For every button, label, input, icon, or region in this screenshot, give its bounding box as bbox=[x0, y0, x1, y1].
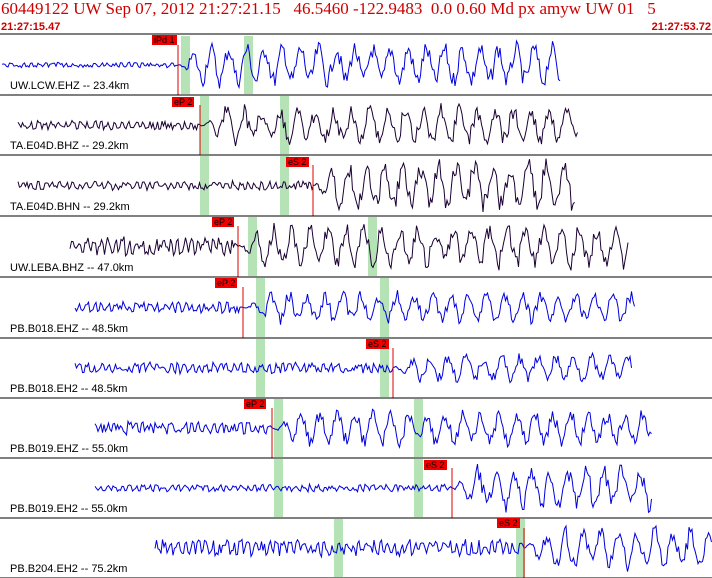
trace-1[interactable] bbox=[0, 36, 712, 96]
station-label: PB.B018.EHZ -- 48.5km bbox=[10, 323, 128, 335]
trace-4[interactable] bbox=[0, 217, 712, 278]
analysis-window-band bbox=[181, 36, 190, 94]
analysis-window-band bbox=[274, 399, 283, 457]
waveform bbox=[1, 39, 561, 90]
pick-label[interactable]: eS 2 bbox=[497, 518, 520, 528]
pick-label[interactable]: eS 2 bbox=[424, 460, 447, 470]
waveform bbox=[94, 464, 652, 514]
station-label: PB.B018.EH2 -- 48.5km bbox=[10, 383, 128, 395]
station-label: TA.E04D.BHZ -- 29.2km bbox=[10, 140, 129, 152]
trace-3[interactable] bbox=[0, 156, 712, 217]
station-label: PB.B204.EH2 -- 75.2km bbox=[10, 563, 128, 575]
waveform bbox=[74, 290, 635, 326]
pick-label[interactable]: eP 2 bbox=[172, 97, 195, 107]
trace-9[interactable] bbox=[0, 519, 712, 578]
trace-5[interactable] bbox=[0, 278, 712, 339]
analysis-window-band bbox=[256, 339, 265, 397]
start-time: 21:27:15.47 bbox=[1, 21, 61, 33]
event-title: 60449122 UW Sep 07, 2012 21:27:21.15 46.… bbox=[1, 0, 656, 18]
pick-label[interactable]: eS 2 bbox=[366, 339, 389, 349]
analysis-window-band bbox=[380, 278, 389, 337]
station-label: TA.E04D.BHN -- 29.2km bbox=[10, 201, 130, 213]
analysis-window-band bbox=[334, 519, 343, 577]
waveform bbox=[154, 524, 712, 572]
analysis-window-band bbox=[200, 156, 209, 215]
analysis-window-band bbox=[516, 519, 525, 577]
waveform bbox=[17, 158, 575, 213]
analysis-window-band bbox=[244, 36, 253, 94]
waveform bbox=[74, 351, 632, 384]
analysis-window-band bbox=[248, 217, 257, 276]
station-label: UW.LEBA.BHZ -- 47.0km bbox=[10, 262, 134, 274]
trace-7[interactable] bbox=[0, 399, 712, 459]
station-label: PB.B019.EHZ -- 55.0km bbox=[10, 443, 128, 455]
analysis-window-band bbox=[280, 156, 289, 215]
pick-label[interactable]: iPd 1 bbox=[152, 35, 177, 45]
trace-2[interactable] bbox=[0, 96, 712, 156]
analysis-window-band bbox=[256, 278, 265, 337]
station-label: PB.B019.EH2 -- 55.0km bbox=[10, 503, 128, 515]
pick-label[interactable]: eP 2 bbox=[212, 217, 235, 227]
analysis-window-band bbox=[414, 399, 423, 457]
analysis-window-band bbox=[368, 217, 377, 276]
event-header: 60449122 UW Sep 07, 2012 21:27:21.15 46.… bbox=[0, 0, 712, 34]
station-label: UW.LCW.EHZ -- 23.4km bbox=[10, 80, 130, 92]
trace-8[interactable] bbox=[0, 459, 712, 519]
waveform bbox=[69, 222, 629, 271]
pick-label[interactable]: eS 2 bbox=[286, 157, 309, 167]
end-time: 21:27:53.72 bbox=[651, 21, 711, 33]
trace-6[interactable] bbox=[0, 339, 712, 399]
waveform bbox=[17, 102, 578, 147]
waveform bbox=[94, 408, 652, 450]
analysis-window-band bbox=[380, 339, 389, 397]
pick-label[interactable]: eP 2 bbox=[244, 399, 267, 409]
pick-label[interactable]: eP 2 bbox=[215, 278, 238, 288]
